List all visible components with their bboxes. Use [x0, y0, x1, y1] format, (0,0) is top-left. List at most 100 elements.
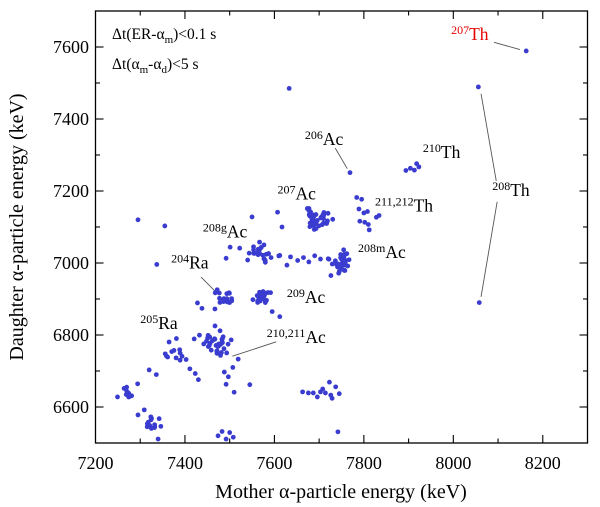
nuclide-label-209ac: 209Ac — [287, 286, 326, 307]
data-point — [154, 262, 160, 267]
data-point — [265, 290, 271, 295]
y-tick-label: 6600 — [53, 397, 89, 417]
data-point — [250, 297, 256, 303]
data-point — [246, 250, 252, 256]
data-point — [205, 332, 211, 338]
data-point — [329, 395, 335, 401]
data-point — [220, 334, 226, 340]
data-point — [221, 369, 227, 375]
condition-text: Δt(ER-αm)<0.1 s Δt(αm-αd)<5 s — [112, 26, 216, 76]
data-point — [266, 251, 271, 256]
data-point — [215, 433, 221, 439]
data-point — [195, 377, 201, 383]
data-point — [177, 357, 183, 363]
data-point — [329, 261, 335, 267]
data-point — [223, 436, 229, 442]
condition-line-2: Δt(αm-αd)<5 s — [112, 56, 198, 76]
data-point — [313, 212, 319, 217]
data-point — [269, 309, 275, 314]
data-point — [123, 392, 129, 397]
data-point — [146, 367, 152, 373]
data-point — [523, 48, 529, 54]
leader-line — [334, 147, 348, 169]
data-point — [365, 209, 370, 214]
data-point — [306, 259, 312, 265]
data-point — [327, 379, 332, 385]
nuclide-labels: 207Th 210Th 206Ac 208Th 211,212Th 207Ac 208gAc… — [140, 23, 530, 347]
data-point — [221, 296, 227, 302]
data-point — [152, 423, 158, 429]
data-point — [313, 226, 319, 232]
data-point — [332, 258, 338, 264]
data-point — [162, 351, 168, 357]
data-point — [214, 348, 220, 354]
data-point — [335, 429, 341, 435]
data-point — [320, 386, 326, 392]
data-point — [162, 223, 168, 229]
y-tick-label: 6800 — [53, 325, 89, 345]
x-tick-label: 7800 — [346, 453, 382, 473]
data-point — [268, 255, 274, 260]
data-point — [169, 349, 175, 354]
nuclide-label-210th: 210Th — [423, 141, 461, 162]
data-point — [217, 328, 223, 334]
y-axis-title: Daughter α-particle energy (keV) — [6, 93, 28, 360]
data-point — [135, 412, 141, 418]
data-point — [318, 214, 324, 220]
data-point — [245, 257, 251, 263]
data-point — [318, 256, 323, 262]
data-point — [319, 222, 325, 228]
data-point — [258, 244, 264, 250]
data-point — [212, 323, 218, 329]
y-tick-label: 7000 — [53, 253, 89, 273]
data-point — [312, 253, 318, 259]
data-point — [301, 255, 306, 260]
data-point — [347, 170, 353, 176]
data-point — [235, 356, 241, 362]
x-tick-label: 8200 — [525, 453, 561, 473]
nuclide-label-208gac: 208gAc — [203, 220, 248, 241]
x-tick-label: 8000 — [435, 453, 471, 473]
data-point — [227, 244, 233, 250]
nuclide-label-207ac: 207Ac — [278, 183, 317, 204]
data-point — [324, 220, 330, 226]
data-point — [166, 339, 172, 345]
data-point — [217, 295, 222, 301]
data-point — [262, 257, 268, 263]
data-point — [376, 213, 382, 218]
leader-line — [200, 276, 216, 292]
data-point — [416, 164, 422, 170]
data-point — [475, 84, 481, 90]
plot-border — [94, 10, 589, 444]
data-point — [147, 423, 153, 428]
data-point — [201, 341, 207, 347]
data-point — [306, 206, 312, 211]
data-point — [219, 350, 224, 355]
data-point — [341, 247, 347, 253]
data-point — [183, 357, 189, 362]
data-point — [286, 86, 292, 91]
data-point — [195, 300, 200, 306]
data-point — [219, 429, 225, 434]
data-point — [173, 355, 179, 361]
nuclide-label-204ra: 204Ra — [171, 251, 209, 272]
data-point — [158, 423, 164, 429]
data-point — [224, 350, 230, 356]
y-tick-label: 7200 — [53, 181, 89, 201]
y-tick-label: 7600 — [53, 37, 89, 57]
data-point — [300, 389, 305, 395]
data-point — [208, 347, 214, 353]
data-point — [174, 336, 179, 341]
data-point — [230, 365, 236, 370]
data-point — [124, 384, 130, 390]
data-point — [325, 210, 331, 216]
nuclide-label-207th: 207Th — [451, 23, 489, 44]
data-point — [225, 341, 231, 347]
data-point — [359, 196, 365, 202]
data-point — [362, 219, 368, 225]
data-point — [141, 407, 147, 413]
tick-labels: 7200 7400 7600 7800 8000 8200 6600 6800 7000 7200… — [53, 37, 561, 473]
data-point — [335, 264, 340, 270]
data-points — [115, 48, 529, 442]
